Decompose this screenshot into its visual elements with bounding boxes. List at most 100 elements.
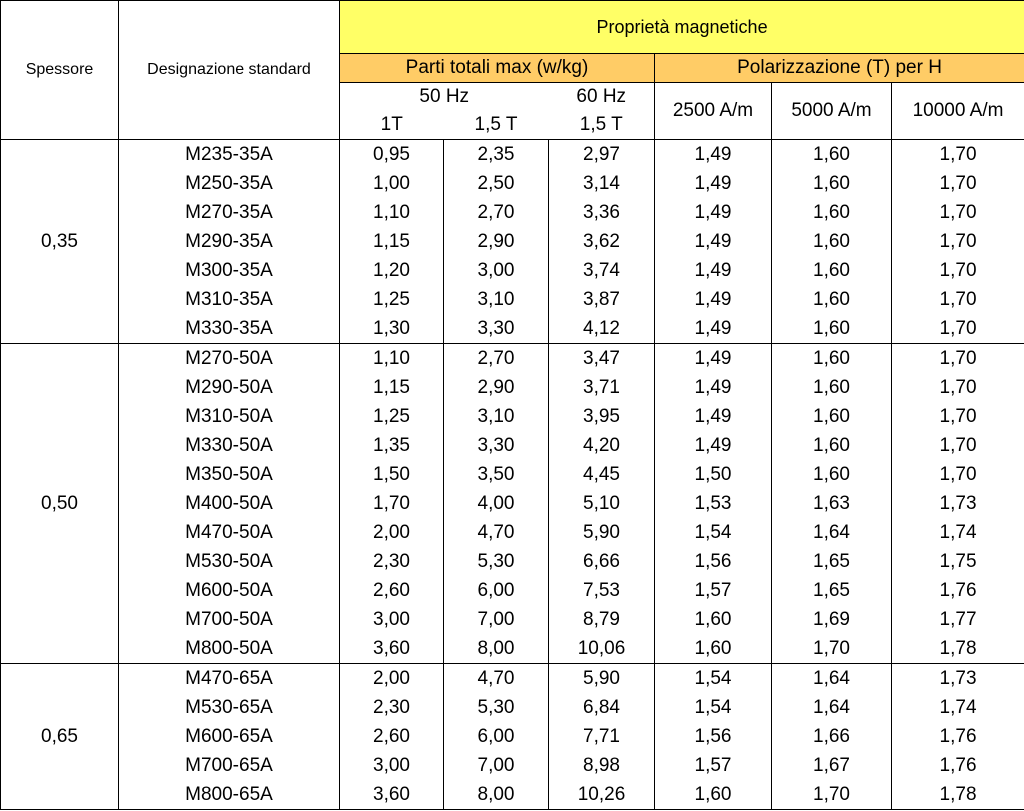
- cell-perdite-1t-50hz: 1,25: [339, 285, 444, 314]
- cell-perdite-15t-50hz: 3,10: [443, 402, 549, 431]
- cell-perdite-1t-50hz: 3,00: [339, 751, 444, 780]
- cell-perdite-1t-50hz: 1,30: [339, 314, 444, 344]
- cell-perdite-15t-60hz: 7,53: [548, 576, 655, 605]
- cell-polar-10000: 1,73: [890, 663, 1024, 693]
- cell-polar-2500: 1,53: [654, 489, 772, 518]
- table-row: M330-50A 1,35 3,30 4,20 1,49 1,60 1,70: [1, 431, 1024, 460]
- cell-perdite-1t-50hz: 1,20: [339, 256, 444, 285]
- cell-polar-5000: 1,65: [771, 547, 892, 576]
- cell-perdite-15t-50hz: 4,00: [443, 489, 549, 518]
- cell-perdite-15t-50hz: 6,00: [443, 576, 549, 605]
- cell-polar-10000: 1,70: [890, 373, 1024, 402]
- cell-polar-10000: 1,77: [890, 605, 1024, 634]
- cell-polar-5000: 1,63: [771, 489, 892, 518]
- cell-polar-5000: 1,60: [771, 460, 892, 489]
- cell-perdite-15t-50hz: 2,90: [443, 373, 549, 402]
- cell-polar-10000: 1,70: [890, 227, 1024, 256]
- cell-polar-10000: 1,76: [890, 751, 1024, 780]
- cell-perdite-1t-50hz: 1,15: [339, 373, 444, 402]
- cell-perdite-15t-50hz: 8,00: [443, 780, 549, 810]
- table-row: M270-35A 1,10 2,70 3,36 1,49 1,60 1,70: [1, 198, 1024, 227]
- cell-polar-5000: 1,60: [771, 373, 892, 402]
- cell-polar-2500: 1,49: [654, 314, 772, 344]
- cell-polar-10000: 1,70: [890, 402, 1024, 431]
- cell-designazione: M400-50A: [118, 489, 340, 518]
- cell-perdite-15t-60hz: 7,71: [548, 722, 655, 751]
- table-row: M700-65A 3,00 7,00 8,98 1,57 1,67 1,76: [1, 751, 1024, 780]
- table-row: M530-50A 2,30 5,30 6,66 1,56 1,65 1,75: [1, 547, 1024, 576]
- cell-polar-10000: 1,76: [890, 722, 1024, 751]
- header-2500am: 2500 A/m: [654, 82, 772, 140]
- cell-perdite-1t-50hz: 2,30: [339, 547, 444, 576]
- cell-polar-10000: 1,70: [890, 460, 1024, 489]
- cell-polar-2500: 1,60: [654, 634, 772, 664]
- header-proprieta-magnetiche: Proprietà magnetiche: [338, 0, 1024, 54]
- header-spessore: Spessore: [0, 0, 119, 140]
- table-row: M600-65A 2,60 6,00 7,71 1,56 1,66 1,76: [1, 722, 1024, 751]
- cell-polar-2500: 1,49: [654, 139, 772, 169]
- cell-polar-2500: 1,49: [654, 343, 772, 373]
- header-polarizzazione: Polarizzazione (T) per H: [653, 53, 1024, 83]
- header-15t-50hz: 1,5 T: [443, 111, 549, 140]
- cell-perdite-15t-50hz: 2,50: [443, 169, 549, 198]
- cell-perdite-15t-50hz: 7,00: [443, 605, 549, 634]
- cell-perdite-15t-50hz: 2,70: [443, 343, 549, 373]
- cell-polar-5000: 1,60: [771, 314, 892, 344]
- cell-perdite-15t-50hz: 2,90: [443, 227, 549, 256]
- cell-perdite-1t-50hz: 2,00: [339, 663, 444, 693]
- cell-perdite-1t-50hz: 1,70: [339, 489, 444, 518]
- cell-designazione: M330-50A: [118, 431, 340, 460]
- cell-polar-2500: 1,49: [654, 169, 772, 198]
- cell-perdite-15t-60hz: 4,45: [548, 460, 655, 489]
- cell-polar-2500: 1,49: [654, 431, 772, 460]
- cell-designazione: M330-35A: [118, 314, 340, 344]
- cell-designazione: M470-50A: [118, 518, 340, 547]
- cell-perdite-15t-50hz: 5,30: [443, 693, 549, 722]
- cell-perdite-1t-50hz: 1,00: [339, 169, 444, 198]
- cell-polar-10000: 1,70: [890, 314, 1024, 344]
- cell-perdite-15t-60hz: 3,71: [548, 373, 655, 402]
- table-row: M470-50A 2,00 4,70 5,90 1,54 1,64 1,74: [1, 518, 1024, 547]
- table-row: M290-35A 1,15 2,90 3,62 1,49 1,60 1,70: [1, 227, 1024, 256]
- cell-spessore: 0,50: [0, 343, 119, 664]
- header-50hz: 50 Hz: [339, 82, 549, 111]
- cell-polar-2500: 1,54: [654, 518, 772, 547]
- table-row: M300-35A 1,20 3,00 3,74 1,49 1,60 1,70: [1, 256, 1024, 285]
- header-1t: 1T: [339, 111, 444, 140]
- cell-polar-5000: 1,67: [771, 751, 892, 780]
- cell-perdite-1t-50hz: 2,60: [339, 576, 444, 605]
- cell-perdite-15t-60hz: 10,06: [548, 634, 655, 664]
- cell-designazione: M290-35A: [118, 227, 340, 256]
- cell-polar-2500: 1,56: [654, 722, 772, 751]
- cell-polar-2500: 1,57: [654, 576, 772, 605]
- table-row: M250-35A 1,00 2,50 3,14 1,49 1,60 1,70: [1, 169, 1024, 198]
- cell-perdite-1t-50hz: 2,60: [339, 722, 444, 751]
- cell-perdite-15t-60hz: 3,95: [548, 402, 655, 431]
- table-row: M310-50A 1,25 3,10 3,95 1,49 1,60 1,70: [1, 402, 1024, 431]
- cell-polar-2500: 1,49: [654, 402, 772, 431]
- cell-perdite-15t-60hz: 4,20: [548, 431, 655, 460]
- cell-polar-10000: 1,70: [890, 169, 1024, 198]
- cell-polar-5000: 1,70: [771, 634, 892, 664]
- cell-polar-2500: 1,49: [654, 256, 772, 285]
- cell-designazione: M530-50A: [118, 547, 340, 576]
- cell-designazione: M530-65A: [118, 693, 340, 722]
- cell-perdite-1t-50hz: 3,00: [339, 605, 444, 634]
- cell-perdite-15t-60hz: 5,90: [548, 518, 655, 547]
- cell-perdite-1t-50hz: 1,10: [339, 343, 444, 373]
- cell-polar-10000: 1,70: [890, 343, 1024, 373]
- cell-perdite-15t-50hz: 4,70: [443, 663, 549, 693]
- cell-perdite-15t-50hz: 3,30: [443, 314, 549, 344]
- cell-polar-5000: 1,60: [771, 227, 892, 256]
- table-row: M600-50A 2,60 6,00 7,53 1,57 1,65 1,76: [1, 576, 1024, 605]
- cell-perdite-15t-60hz: 10,26: [548, 780, 655, 810]
- cell-polar-2500: 1,57: [654, 751, 772, 780]
- table-row: M800-65A 3,60 8,00 10,26 1,60 1,70 1,78: [1, 780, 1024, 810]
- header-perdite: Parti totali max (w/kg): [339, 53, 655, 83]
- cell-polar-5000: 1,60: [771, 139, 892, 169]
- cell-perdite-1t-50hz: 1,50: [339, 460, 444, 489]
- cell-designazione: M270-50A: [118, 343, 340, 373]
- cell-designazione: M270-35A: [118, 198, 340, 227]
- table-row: M290-50A 1,15 2,90 3,71 1,49 1,60 1,70: [1, 373, 1024, 402]
